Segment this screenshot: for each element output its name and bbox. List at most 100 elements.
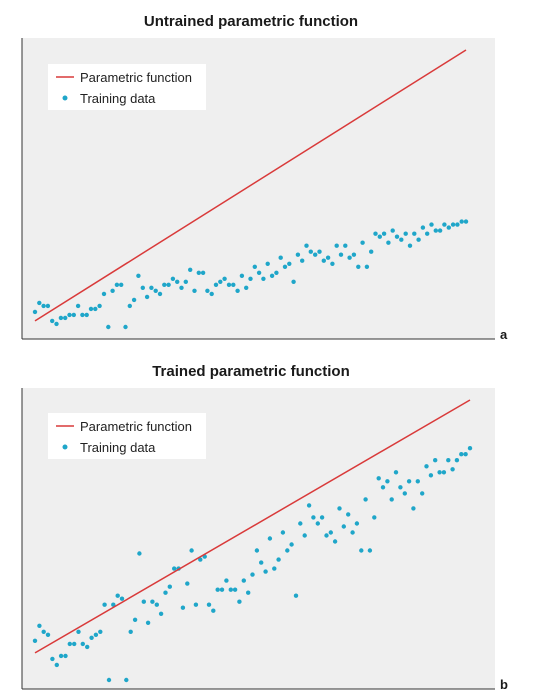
- data-point-b-13: [89, 635, 94, 640]
- data-point-b-75: [359, 548, 364, 553]
- data-point-a-30: [162, 282, 167, 287]
- data-point-b-21: [124, 677, 129, 683]
- data-point-b-3: [45, 632, 51, 637]
- data-point-a-93: [433, 228, 438, 233]
- data-point-a-68: [325, 255, 331, 260]
- data-point-a-1: [37, 300, 42, 306]
- data-point-a-91: [425, 231, 430, 236]
- data-point-a-40: [205, 288, 210, 293]
- data-point-a-31: [166, 282, 171, 287]
- data-point-a-8: [67, 312, 72, 318]
- data-point-b-84: [398, 485, 403, 490]
- data-point-a-52: [256, 270, 262, 275]
- data-point-a-3: [45, 303, 51, 309]
- data-point-b-38: [198, 557, 203, 562]
- data-point-a-35: [183, 279, 188, 284]
- data-point-b-66: [319, 515, 325, 520]
- data-point-a-56: [274, 270, 279, 275]
- data-point-a-19: [114, 282, 120, 287]
- data-point-a-5: [54, 321, 59, 327]
- data-point-a-9: [71, 312, 77, 318]
- data-point-b-55: [272, 566, 277, 571]
- data-point-b-0: [32, 638, 38, 643]
- data-point-b-71: [341, 524, 346, 529]
- data-point-b-9: [72, 641, 77, 647]
- data-point-a-16: [101, 291, 107, 297]
- data-point-b-20: [119, 596, 125, 601]
- data-point-b-2: [41, 629, 46, 634]
- data-point-b-63: [306, 503, 312, 508]
- data-point-b-88: [415, 479, 420, 484]
- data-point-a-66: [317, 249, 322, 254]
- data-point-b-4: [50, 656, 55, 662]
- data-point-b-53: [263, 569, 268, 574]
- data-point-a-59: [287, 261, 292, 266]
- data-point-a-77: [364, 264, 370, 269]
- data-point-b-27: [150, 599, 155, 604]
- legend-label-points-a: Training data: [80, 91, 156, 106]
- data-point-a-38: [196, 270, 201, 275]
- data-point-a-6: [58, 315, 64, 321]
- data-point-a-87: [407, 243, 413, 248]
- data-point-a-80: [377, 234, 382, 239]
- data-point-b-1: [37, 623, 42, 628]
- data-point-b-28: [154, 602, 159, 607]
- data-point-b-54: [267, 536, 273, 541]
- data-point-a-29: [157, 291, 163, 297]
- data-point-a-64: [308, 249, 313, 254]
- data-point-b-30: [163, 590, 168, 595]
- data-point-a-67: [321, 258, 326, 263]
- data-point-a-2: [41, 303, 46, 309]
- data-point-a-98: [455, 222, 460, 227]
- data-point-b-74: [354, 521, 360, 526]
- data-point-b-58: [285, 548, 290, 553]
- data-point-a-45: [226, 282, 232, 287]
- data-point-a-85: [399, 237, 404, 242]
- data-point-b-97: [454, 458, 460, 463]
- data-point-b-67: [324, 533, 329, 538]
- data-point-a-63: [304, 243, 309, 248]
- data-point-a-51: [252, 264, 257, 269]
- data-point-b-96: [450, 467, 455, 472]
- data-point-a-26: [144, 294, 150, 300]
- legend-label-line-a: Parametric function: [80, 70, 192, 85]
- data-point-b-36: [189, 548, 194, 553]
- data-point-b-85: [402, 491, 407, 496]
- data-point-a-99: [459, 219, 464, 224]
- data-point-a-95: [442, 222, 447, 227]
- data-point-b-31: [167, 584, 172, 589]
- data-point-b-94: [441, 470, 447, 475]
- data-point-a-79: [373, 231, 378, 236]
- data-point-b-93: [437, 470, 442, 475]
- data-point-a-86: [403, 231, 408, 236]
- data-point-a-92: [429, 222, 434, 227]
- data-point-b-73: [350, 530, 355, 535]
- data-point-b-79: [376, 476, 381, 481]
- panel-label-a: a: [500, 327, 508, 342]
- data-point-b-60: [293, 593, 299, 598]
- data-point-a-54: [265, 261, 270, 266]
- legend-box-a: [48, 64, 206, 110]
- legend-point-swatch-a: [62, 95, 68, 101]
- data-point-b-23: [132, 617, 138, 622]
- data-point-a-83: [390, 228, 395, 233]
- data-point-a-18: [110, 288, 115, 293]
- data-point-a-82: [386, 240, 391, 245]
- data-point-b-70: [337, 506, 342, 511]
- data-point-b-45: [228, 587, 233, 592]
- data-point-b-35: [185, 581, 190, 586]
- chart-title-b: Trained parametric function: [152, 363, 350, 380]
- data-point-a-96: [446, 225, 451, 230]
- data-point-b-68: [328, 530, 333, 535]
- data-point-a-70: [334, 243, 339, 248]
- data-point-a-17: [106, 324, 111, 330]
- data-point-a-97: [450, 222, 456, 227]
- data-point-a-7: [62, 315, 68, 321]
- data-point-b-95: [446, 458, 451, 463]
- data-point-a-42: [213, 282, 219, 287]
- data-point-a-100: [463, 219, 469, 224]
- data-point-b-17: [106, 677, 112, 683]
- data-point-a-53: [261, 276, 266, 281]
- data-point-a-84: [394, 234, 400, 239]
